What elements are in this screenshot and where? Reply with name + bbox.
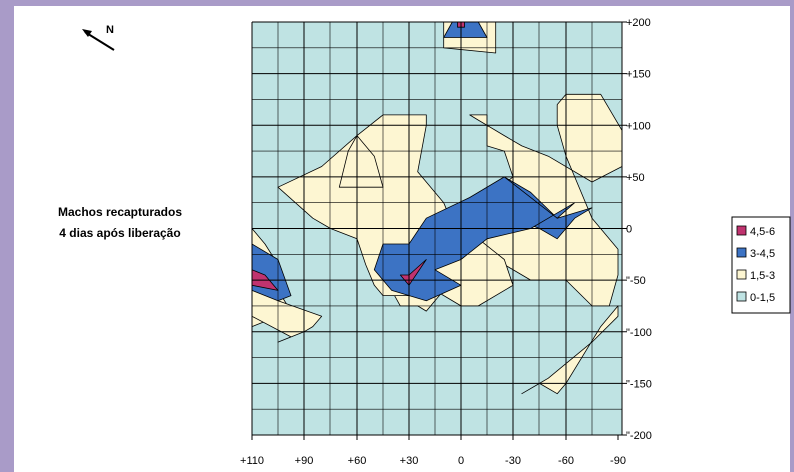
legend: 4,5-6 3-4,5 1,5-3 0-1,5	[731, 216, 791, 314]
y-tick-label: 0	[626, 224, 632, 236]
x-tick-label: +90	[295, 455, 314, 467]
legend-swatch	[736, 247, 747, 258]
compass-arrowhead-icon	[82, 29, 92, 37]
legend-swatch	[736, 225, 747, 236]
gridlines	[251, 21, 622, 436]
y-tick-label: "-200	[626, 430, 652, 442]
legend-label: 4,5-6	[750, 226, 775, 238]
legend-label: 0-1,5	[750, 292, 775, 304]
x-tick-label: -90	[610, 455, 626, 467]
x-tick-label: +60	[348, 455, 367, 467]
y-tick-label: "-50	[626, 275, 646, 287]
y-tick-label: "-150	[626, 378, 652, 390]
contour-7	[521, 305, 619, 395]
y-tick-label: +200	[626, 17, 651, 29]
window-left-border	[0, 0, 14, 472]
y-tick-label: +100	[626, 120, 651, 132]
compass: N	[82, 24, 115, 51]
x-tick-label: +30	[400, 455, 419, 467]
chart-title-line-2: 4 dias após liberação	[59, 226, 180, 240]
y-tick-label: "-100	[626, 327, 652, 339]
contour-layer	[251, 21, 623, 395]
x-tick-label: -60	[558, 455, 574, 467]
y-tick-label: +50	[626, 172, 645, 184]
legend-swatch	[736, 269, 747, 280]
contour-3	[338, 135, 384, 188]
x-tick-label: +110	[240, 455, 264, 467]
x-tick-label: 0	[458, 455, 464, 467]
window-top-border	[0, 0, 794, 6]
legend-label: 1,5-3	[750, 270, 775, 282]
contour-9	[373, 176, 576, 302]
x-tick-labels: +110 +90 +60 +30 0 -30 -60 -90	[240, 435, 626, 467]
legend-swatch	[736, 291, 747, 302]
y-tick-label: +150	[626, 69, 651, 81]
compass-label: N	[106, 24, 114, 36]
y-tick-labels: +200 +150 +100 +50 0 "-50 "-100 "-150 "-200	[622, 17, 652, 442]
compass-arrow-icon	[84, 31, 115, 51]
contour-13	[399, 259, 427, 286]
x-tick-label: -30	[505, 455, 521, 467]
chart-title-line-1: Machos recapturados	[58, 205, 182, 219]
legend-label: 3-4,5	[750, 248, 775, 260]
legend-items: 4,5-6 3-4,5 1,5-3 0-1,5	[736, 225, 775, 304]
